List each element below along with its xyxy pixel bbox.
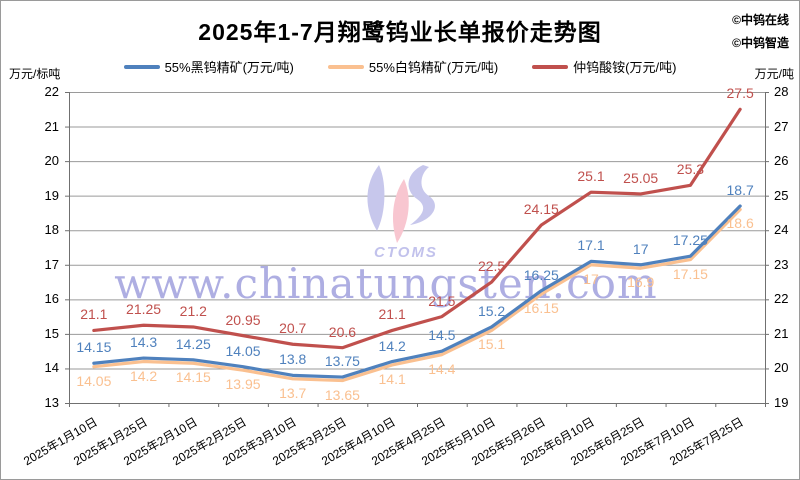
data-label-series2: 13.95 xyxy=(225,376,261,393)
data-label-series3: 25.3 xyxy=(676,161,705,178)
data-label-series1: 14.15 xyxy=(76,339,112,356)
data-label-series3: 25.05 xyxy=(623,169,659,186)
right-axis-tick-label: 21 xyxy=(774,325,789,341)
data-label-series1: 14.2 xyxy=(378,337,406,354)
data-label-series2: 17.15 xyxy=(672,265,708,282)
left-axis-tick-label: 18 xyxy=(44,222,59,238)
data-label-series3: 21.1 xyxy=(80,306,108,323)
data-label-series1: 18.7 xyxy=(726,182,754,199)
chart-title: 2025年1-7月翔鹭钨业长单报价走势图 xyxy=(198,19,602,45)
legend-swatch-1 xyxy=(123,64,160,69)
legend-item-2: 55%白钨精矿(万元/吨) xyxy=(327,57,499,76)
data-label-series3: 21.2 xyxy=(179,302,207,319)
data-label-series2: 16.9 xyxy=(627,274,655,291)
data-label-series1: 15.2 xyxy=(477,302,506,319)
left-axis-tick-label: 22 xyxy=(44,84,59,99)
left-axis-tick-label: 16 xyxy=(44,291,59,307)
data-label-series1: 14.05 xyxy=(225,342,261,359)
right-axis-tick-label: 26 xyxy=(774,153,789,169)
data-label-series2: 14.05 xyxy=(76,372,112,389)
right-axis-tick-label: 28 xyxy=(774,84,789,99)
data-label-series3: 24.15 xyxy=(523,201,559,218)
left-axis-tick-label: 15 xyxy=(44,325,59,341)
data-label-series2: 17 xyxy=(583,270,599,287)
credits: ©中钨在线 ©中钨智造 xyxy=(732,9,789,55)
left-axis-tick-label: 21 xyxy=(44,118,59,134)
data-label-series3: 25.1 xyxy=(577,168,605,185)
series-line-2 xyxy=(92,207,742,383)
data-label-series2: 16.15 xyxy=(523,300,559,317)
data-label-series2: 13.65 xyxy=(324,386,360,403)
chart-legend: 55%黑钨精矿(万元/吨) 55%白钨精矿(万元/吨) 仲钨酸铵(万元/吨) xyxy=(1,57,799,76)
data-label-series3: 21.1 xyxy=(378,306,406,323)
series-line-3 xyxy=(92,107,742,350)
data-label-series2: 18.6 xyxy=(726,215,754,232)
left-axis-tick-label: 13 xyxy=(44,395,59,410)
right-axis-tick-label: 19 xyxy=(774,395,789,410)
data-label-series1: 16.25 xyxy=(523,266,559,283)
ctoms-logo-text: CTOMS xyxy=(374,244,438,261)
right-axis-tick-label: 22 xyxy=(774,291,789,307)
data-label-series2: 15.1 xyxy=(477,336,506,353)
watermark-url: www.chinatungsten.com xyxy=(114,259,658,308)
left-axis-tick-label: 17 xyxy=(44,256,59,272)
series-line-1 xyxy=(92,204,742,379)
data-label-series1: 13.75 xyxy=(324,353,360,370)
data-label-series1: 13.8 xyxy=(279,351,307,368)
legend-item-1: 55%黑钨精矿(万元/吨) xyxy=(123,57,294,76)
right-axis-tick-label: 20 xyxy=(774,360,789,376)
legend-swatch-3 xyxy=(532,64,569,69)
data-label-series1: 17 xyxy=(632,240,649,257)
right-axis-tick-label: 23 xyxy=(774,256,789,272)
right-axis-tick-label: 27 xyxy=(774,118,789,134)
left-axis-tick-label: 14 xyxy=(44,360,59,376)
data-label-series1: 17.1 xyxy=(577,237,605,254)
credit-line-1: ©中钨在线 xyxy=(732,13,789,27)
ctoms-logo-icon: CTOMS xyxy=(367,165,438,261)
left-axis-caption: 万元/标吨 xyxy=(9,67,61,81)
data-label-series2: 14.1 xyxy=(378,370,406,387)
data-label-series2: 14.4 xyxy=(428,360,456,377)
legend-label-3: 仲钨酸铵(万元/吨) xyxy=(573,60,677,75)
legend-swatch-2 xyxy=(327,64,364,69)
data-label-series2: 14.2 xyxy=(129,367,158,384)
data-label-series3: 20.95 xyxy=(225,311,261,328)
data-label-series2: 14.15 xyxy=(175,369,211,386)
right-axis-tick-label: 25 xyxy=(774,187,789,203)
data-label-series1: 17.25 xyxy=(672,232,708,249)
left-axis-tick-label: 20 xyxy=(44,153,59,169)
data-label-series3: 20.6 xyxy=(328,323,357,340)
data-label-series1: 14.3 xyxy=(129,334,158,351)
data-label-series3: 21.5 xyxy=(428,292,456,309)
legend-label-1: 55%黑钨精矿(万元/吨) xyxy=(164,60,294,75)
right-axis-tick-label: 24 xyxy=(774,222,789,238)
data-label-series2: 13.7 xyxy=(279,384,307,401)
left-axis-tick-label: 19 xyxy=(44,187,59,203)
legend-label-2: 55%白钨精矿(万元/吨) xyxy=(368,60,499,75)
right-axis-caption: 万元/吨 xyxy=(754,67,794,81)
data-label-series1: 14.5 xyxy=(428,327,456,344)
data-label-series1: 14.25 xyxy=(175,335,211,352)
data-label-series3: 22.5 xyxy=(477,258,506,275)
legend-item-3: 仲钨酸铵(万元/吨) xyxy=(532,57,676,76)
data-label-series3: 21.25 xyxy=(126,301,162,318)
data-label-series3: 20.7 xyxy=(279,320,307,337)
credit-line-2: ©中钨智造 xyxy=(732,35,789,50)
data-label-series3: 27.5 xyxy=(726,85,754,102)
